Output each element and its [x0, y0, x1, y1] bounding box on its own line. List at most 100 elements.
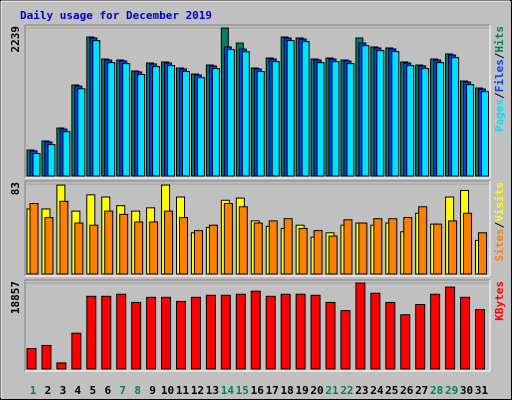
bar	[451, 57, 460, 177]
bar	[340, 310, 351, 370]
bar	[107, 62, 116, 177]
bar	[226, 49, 235, 177]
bar	[29, 203, 39, 275]
bar	[376, 50, 385, 177]
x-tick-label: 27	[415, 384, 428, 397]
x-tick-label: 7	[119, 384, 126, 397]
x-tick-label: 14	[221, 384, 235, 397]
bar	[466, 84, 475, 177]
bar	[253, 222, 263, 275]
bar	[176, 300, 186, 370]
bar	[104, 210, 114, 275]
bar	[301, 41, 310, 177]
legend: Pages/Files/Hits	[493, 26, 506, 132]
x-tick-label: 4	[75, 384, 82, 397]
bar	[77, 88, 86, 177]
bar	[41, 344, 52, 370]
bar	[164, 210, 174, 275]
bar	[361, 45, 370, 177]
bar	[62, 131, 71, 177]
bar	[101, 295, 112, 370]
bar	[74, 222, 84, 275]
bar	[182, 71, 190, 177]
bar	[271, 61, 280, 177]
bar	[406, 65, 415, 177]
bar	[325, 301, 336, 370]
bar	[418, 206, 428, 275]
legend-entry: Visits	[493, 182, 506, 222]
bar	[116, 293, 127, 370]
bar	[235, 293, 246, 370]
bar	[256, 71, 265, 177]
x-tick-label: 23	[355, 384, 368, 397]
bar	[331, 61, 340, 177]
x-tick-label: 20	[310, 384, 323, 397]
bar	[131, 301, 142, 370]
x-tick-label: 29	[445, 384, 458, 397]
bar	[286, 40, 295, 177]
bar	[298, 227, 308, 275]
x-tick-label: 15	[236, 384, 249, 397]
bar	[448, 220, 458, 275]
legend-separator: /	[493, 92, 506, 99]
bar	[32, 153, 41, 177]
bar	[47, 144, 56, 177]
x-tick-label: 9	[149, 384, 156, 397]
legend-entry: Hits	[493, 26, 506, 53]
x-tick-label: 22	[340, 384, 353, 397]
bar	[328, 235, 338, 275]
bar	[400, 314, 411, 370]
bar	[385, 301, 396, 370]
bar	[478, 232, 487, 275]
bar	[220, 294, 231, 370]
x-tick-label: 11	[176, 384, 190, 397]
bar	[208, 224, 218, 275]
bar	[403, 217, 413, 275]
bar	[134, 221, 144, 275]
bar	[391, 51, 400, 177]
x-tick-label: 26	[400, 384, 414, 397]
bar	[238, 206, 248, 275]
bar	[421, 68, 430, 177]
bar	[89, 224, 99, 275]
y-max-label: 18857	[9, 281, 22, 314]
x-tick-label: 16	[251, 384, 265, 397]
x-tick-label: 19	[295, 384, 308, 397]
bar	[481, 91, 489, 177]
bar	[436, 62, 445, 177]
bar	[193, 230, 203, 275]
x-tick-label: 21	[325, 384, 339, 397]
bar	[370, 292, 381, 370]
bar	[268, 220, 278, 275]
bar	[86, 295, 97, 370]
bar	[463, 212, 473, 275]
bar	[415, 303, 426, 370]
title: Daily usage for December 2019	[20, 9, 212, 22]
x-tick-label: 8	[134, 384, 141, 397]
bar	[211, 68, 220, 177]
bar	[355, 282, 366, 370]
legend-separator: /	[493, 52, 506, 59]
bar	[190, 296, 201, 370]
bar	[56, 362, 67, 370]
bar	[310, 294, 321, 370]
x-tick-label: 2	[45, 384, 52, 397]
bar	[179, 217, 188, 275]
x-tick-label: 28	[430, 384, 443, 397]
bar	[223, 203, 233, 275]
x-tick-label: 18	[281, 384, 294, 397]
x-tick-label: 30	[460, 384, 473, 397]
bar	[475, 309, 485, 370]
bar	[205, 294, 216, 370]
bar	[152, 66, 161, 177]
bar	[161, 296, 172, 370]
bar	[26, 348, 37, 370]
legend: Sites/Visits	[493, 182, 506, 262]
bar	[44, 217, 54, 275]
bar	[346, 63, 355, 177]
bar	[343, 219, 353, 275]
bar	[71, 332, 82, 370]
legend-entry: Sites	[493, 228, 506, 261]
